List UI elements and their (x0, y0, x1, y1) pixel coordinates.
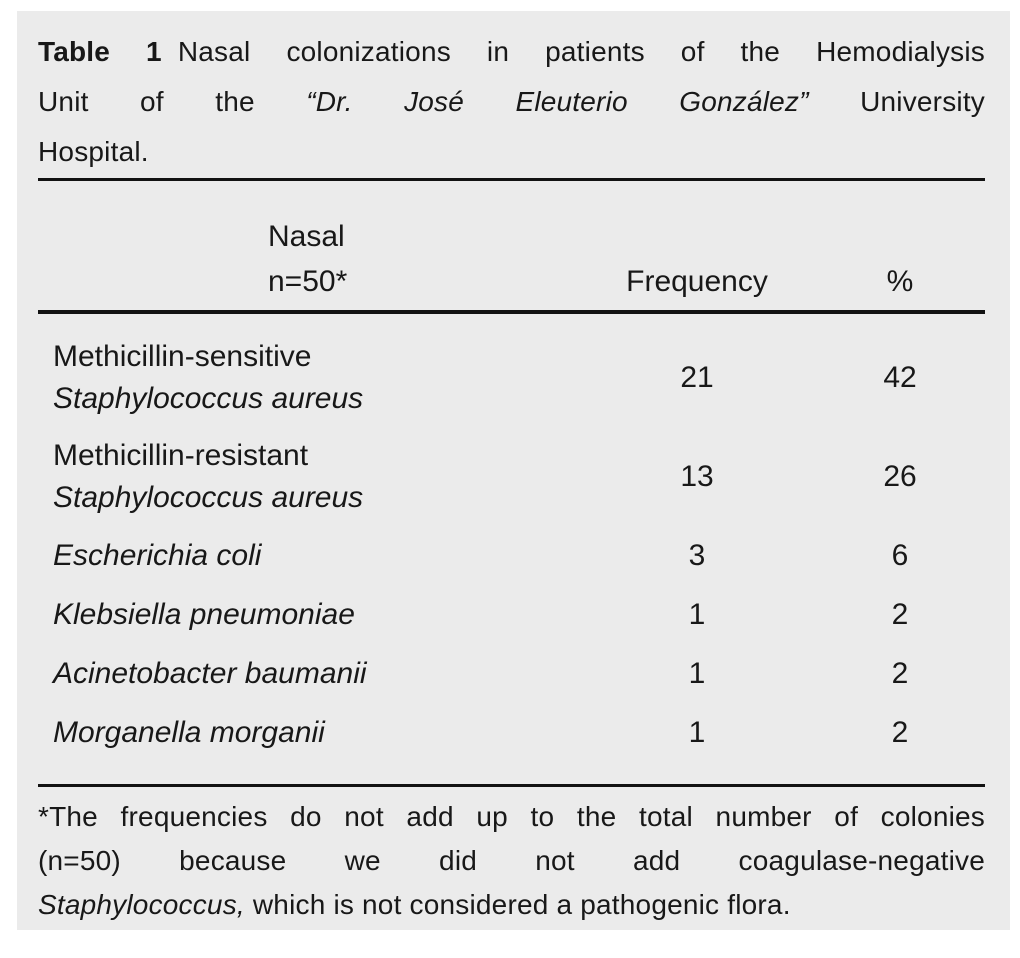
table-row: Escherichia coli 3 6 (38, 526, 985, 585)
col-header-n50: n=50* (268, 265, 348, 298)
organism-name: Methicillin-resistant Staphylococcus aur… (38, 435, 363, 519)
footnote-text-3: which is not considered a pathogenic flo… (252, 889, 791, 920)
table-row: Klebsiella pneumoniae 1 2 (38, 585, 985, 644)
organism-name-line2: Staphylococcus aureus (53, 381, 364, 415)
percent-value: 26 (883, 459, 917, 493)
table-row: Acinetobacter baumanii 1 2 (38, 644, 985, 703)
organism-name-line2: Staphylococcus aureus (53, 480, 364, 514)
col-header-frequency: Frequency (626, 265, 768, 298)
frequency-value: 1 (688, 715, 706, 749)
hospital-name-italic: “Dr. José Eleuterio González” (306, 86, 809, 117)
footnote-line-1: *The frequencies do not add up to the to… (38, 801, 985, 832)
header-divider-rule (38, 310, 985, 314)
footnote-genus-italic: Staphylococcus, (38, 889, 245, 920)
footnote-line-2: (n=50) because we did not add coagulase-… (38, 845, 985, 876)
frequency-value: 1 (688, 656, 706, 690)
footnote-line-3: Staphylococcus, which is not considered … (38, 883, 985, 927)
organism-name-line1: Methicillin-sensitive (53, 339, 312, 373)
organism-name: Klebsiella pneumoniae (53, 597, 355, 631)
percent-value: 2 (891, 597, 909, 631)
table-row: Methicillin-resistant Staphylococcus aur… (38, 427, 985, 526)
caption-text-2b: University (860, 86, 986, 117)
percent-value: 2 (891, 715, 909, 749)
caption-text-2a: Unit of the (38, 86, 255, 117)
caption-line-3: Hospital. (38, 136, 149, 167)
caption-text-1: Nasal colonizations in patients of the H… (177, 36, 985, 67)
organism-name: Acinetobacter baumanii (53, 656, 367, 690)
frequency-value: 13 (680, 459, 714, 493)
organism-name: Morganella morganii (53, 715, 325, 749)
table-caption: Table 1 Nasal colonizations in patients … (38, 11, 985, 177)
table-footnote: *The frequencies do not add up to the to… (38, 795, 985, 927)
caption-line-2: Unit of the “Dr. José Eleuterio González… (38, 77, 985, 127)
frequency-value: 3 (688, 538, 706, 572)
column-header-row: Nasal n=50* Frequency % (38, 214, 985, 304)
table-body: Methicillin-sensitive Staphylococcus aur… (38, 314, 985, 762)
table-row: Methicillin-sensitive Staphylococcus aur… (38, 328, 985, 427)
table-row: Morganella morganii 1 2 (38, 703, 985, 762)
organism-name: Escherichia coli (53, 538, 262, 572)
frequency-value: 21 (680, 360, 714, 394)
organism-name-line1: Methicillin-resistant (53, 438, 309, 472)
col-header-percent: % (886, 265, 914, 298)
table-number-label: Table 1 (38, 36, 162, 67)
percent-value: 42 (883, 360, 917, 394)
frequency-value: 1 (688, 597, 706, 631)
table-content: Table 1 Nasal colonizations in patients … (17, 11, 1010, 930)
percent-value: 2 (891, 656, 909, 690)
caption-divider-rule (38, 178, 985, 181)
col-header-nasal: Nasal (268, 220, 345, 253)
percent-value: 6 (891, 538, 909, 572)
footnote-divider-rule (38, 784, 985, 787)
organism-name: Methicillin-sensitive Staphylococcus aur… (38, 336, 363, 420)
table-panel: Table 1 Nasal colonizations in patients … (17, 11, 1010, 930)
caption-line-1: Table 1 Nasal colonizations in patients … (38, 27, 985, 77)
